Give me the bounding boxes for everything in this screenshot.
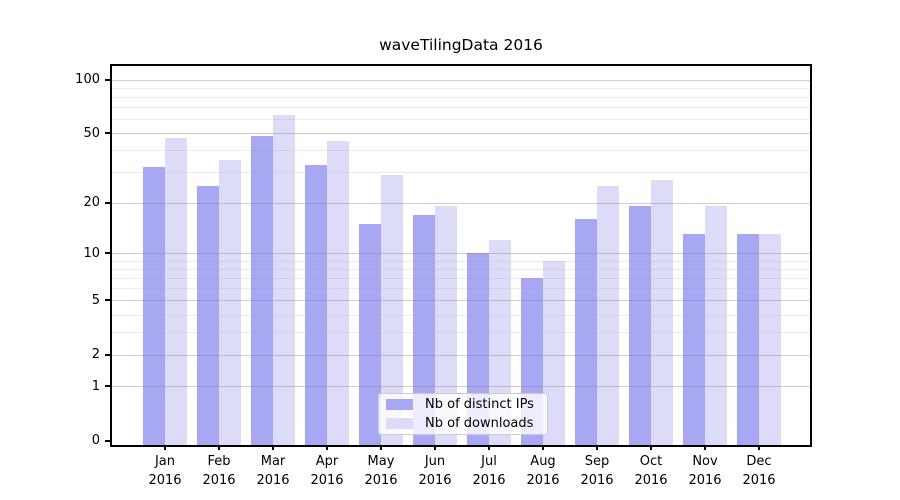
bar-distinct-ips-oct	[629, 206, 651, 445]
y-tick-mark	[105, 252, 110, 255]
gridline-minor	[112, 332, 810, 334]
gridline-minor	[112, 96, 810, 98]
x-tick-mark	[326, 445, 328, 450]
bar-distinct-ips-nov	[683, 234, 705, 445]
bar-downloads-mar	[273, 115, 295, 445]
x-tick-label: Jun 2016	[418, 454, 452, 488]
y-tick-label: 0	[91, 433, 100, 448]
x-tick-label: Apr 2016	[310, 454, 344, 488]
gridline-major	[112, 202, 810, 204]
bar-distinct-ips-feb	[197, 185, 219, 445]
bar-downloads-may	[381, 174, 403, 445]
gridline-minor	[112, 277, 810, 279]
legend-label: Nb of distinct IPs	[425, 396, 534, 412]
y-tick-label: 20	[83, 195, 100, 210]
x-tick-mark	[758, 445, 760, 450]
gridline-minor	[112, 119, 810, 121]
bar-distinct-ips-sep	[575, 219, 597, 445]
x-tick-label: Jan 2016	[148, 454, 182, 488]
x-tick-label: Mar 2016	[256, 454, 290, 488]
legend-swatch	[386, 418, 413, 430]
y-tick-mark	[105, 439, 110, 442]
y-tick-label: 2	[91, 347, 100, 363]
gridline-minor	[112, 87, 810, 89]
y-tick-mark	[105, 78, 110, 81]
x-tick-mark	[488, 445, 490, 450]
y-tick-label: 100	[75, 72, 100, 88]
legend-row: Nb of distinct IPs	[379, 396, 547, 413]
gridline-major	[112, 133, 810, 135]
gridline-major	[112, 386, 810, 388]
bar-downloads-feb	[219, 160, 241, 445]
bar-downloads-oct	[651, 180, 673, 445]
gridline-minor	[112, 288, 810, 290]
bar-downloads-nov	[705, 206, 727, 445]
gridline-major	[112, 253, 810, 255]
x-tick-mark	[164, 445, 166, 450]
y-tick-label: 1	[91, 378, 100, 394]
bar-distinct-ips-may	[359, 223, 381, 445]
bar-downloads-sep	[597, 185, 619, 445]
bar-distinct-ips-jun	[413, 214, 435, 445]
x-tick-mark	[218, 445, 220, 450]
y-tick-label: 5	[91, 292, 100, 308]
gridline-minor	[112, 268, 810, 270]
x-tick-mark	[272, 445, 274, 450]
bar-downloads-dec	[759, 234, 781, 445]
gridline-minor	[112, 314, 810, 316]
chart-title: waveTilingData 2016	[379, 36, 543, 54]
legend-label: Nb of downloads	[425, 416, 534, 432]
gridline-major	[112, 79, 810, 81]
bar-downloads-jun	[435, 206, 457, 445]
gridline-major	[112, 354, 810, 356]
plot-area: 0 1 2 5 10 20 50 100 Jan 2016 Feb 2016 Mar 2016 Apr…	[75, 64, 812, 488]
bar-distinct-ips-dec	[737, 234, 759, 445]
gridline-minor	[112, 260, 810, 262]
y-tick-mark	[105, 385, 110, 388]
y-tick-mark	[105, 132, 110, 135]
x-tick-mark	[704, 445, 706, 450]
bar-distinct-ips-mar	[251, 136, 273, 445]
legend: Nb of distinct IPs Nb of downloads	[378, 393, 548, 435]
x-tick-label: Nov 2016	[688, 454, 722, 488]
bar-distinct-ips-jan	[143, 167, 165, 445]
y-tick-label: 10	[83, 245, 100, 261]
x-tick-label: Feb 2016	[202, 454, 236, 488]
y-tick-label: 50	[83, 125, 100, 141]
gridline-major	[112, 300, 810, 302]
x-tick-label: Sep 2016	[580, 454, 614, 488]
grid-layer	[112, 66, 810, 445]
gridline-minor	[112, 150, 810, 152]
x-tick-mark	[380, 445, 382, 450]
x-tick-mark	[542, 445, 544, 450]
bar-downloads-jan	[165, 137, 187, 445]
x-tick-label: May 2016	[364, 454, 398, 488]
gridline-minor	[112, 107, 810, 109]
x-tick-label: Jul 2016	[472, 454, 506, 488]
bar-distinct-ips-apr	[305, 164, 327, 445]
x-tick-mark	[596, 445, 598, 450]
x-tick-label: Oct 2016	[634, 454, 668, 488]
bar-downloads-aug	[543, 260, 565, 445]
gridline-minor	[112, 172, 810, 174]
ticks-layer: 0 1 2 5 10 20 50 100 Jan 2016 Feb 2016 Mar 2016 Apr…	[75, 66, 810, 488]
x-tick-mark	[650, 445, 652, 450]
bar-downloads-apr	[327, 141, 349, 445]
x-tick-mark	[434, 445, 436, 450]
y-tick-mark	[105, 299, 110, 302]
y-tick-mark	[105, 201, 110, 204]
x-tick-label: Aug 2016	[526, 454, 560, 488]
legend-swatch	[386, 398, 413, 410]
y-tick-mark	[105, 353, 110, 356]
x-tick-label: Dec 2016	[742, 454, 776, 488]
legend-row: Nb of downloads	[379, 416, 547, 433]
